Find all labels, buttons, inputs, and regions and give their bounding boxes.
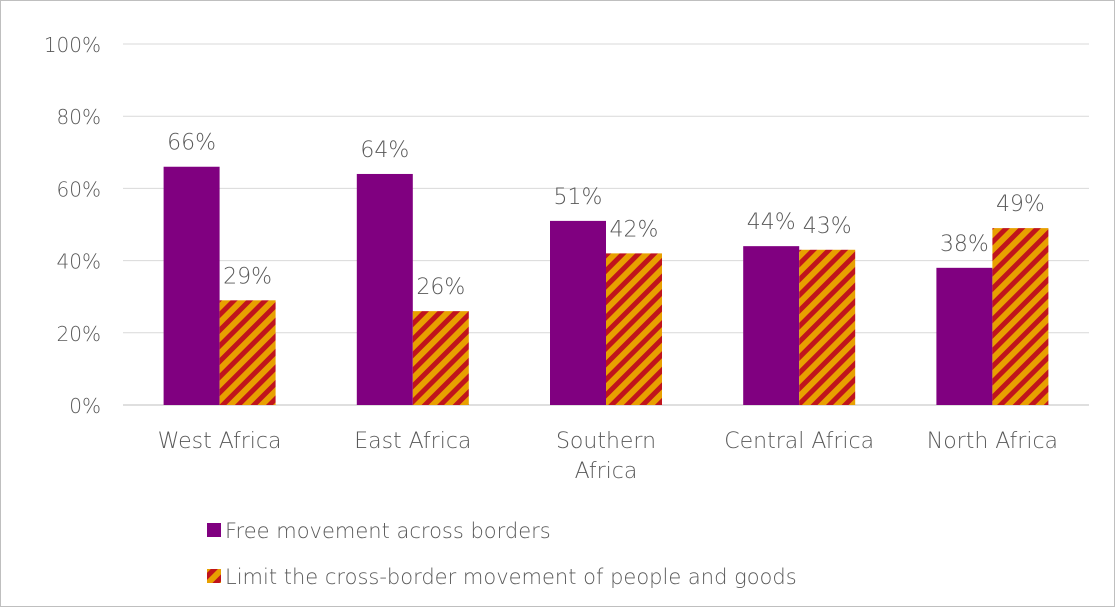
data-labels: 66% 29% 64% 26% 51% 42% 44% 43% 38% 49% [167,131,1045,300]
y-tick-label: 20% [57,322,101,346]
y-tick-label: 60% [57,177,101,201]
legend-label: Free movement across borders [225,519,551,543]
data-label: 38% [940,232,989,257]
x-axis-tick-labels: West Africa East Africa Southern Africa Cent… [158,429,1058,484]
y-tick-label: 80% [57,105,101,129]
data-label: 64% [360,138,409,163]
x-tick-label: Africa [575,459,638,484]
bars [163,166,1049,405]
data-label: 49% [996,192,1045,217]
y-tick-label: 40% [57,250,101,274]
x-tick-label: West Africa [158,429,282,454]
data-label: 42% [610,217,659,242]
legend: Free movement across borders Limit the cr… [207,519,797,589]
legend-swatch [207,523,221,537]
bar-limit-movement [799,249,856,405]
data-label: 29% [223,264,272,289]
x-tick-label: East Africa [354,429,471,454]
legend-swatch [207,569,221,583]
x-tick-label: Central Africa [724,429,874,454]
bar-limit-movement [219,300,276,405]
data-label: 51% [554,185,603,210]
bar-free-movement [163,166,220,405]
bar-free-movement [743,246,800,405]
data-label: 26% [416,275,465,300]
y-tick-label: 100% [44,33,101,57]
x-tick-label: Southern [556,429,656,454]
bar-limit-movement [412,311,469,405]
x-tick-label: North Africa [927,429,1058,454]
bar-free-movement [936,267,993,405]
bar-free-movement [550,220,606,405]
bar-limit-movement [992,228,1049,405]
y-tick-label: 0% [69,394,101,418]
bar-free-movement [356,173,413,405]
data-label: 44% [747,210,796,235]
legend-label: Limit the cross-border movement of peopl… [225,565,797,589]
y-axis-tick-labels: 0% 20% 40% 60% 80% 100% [44,33,101,418]
bar-limit-movement [606,253,662,405]
data-label: 66% [167,131,216,156]
data-label: 43% [803,214,852,239]
